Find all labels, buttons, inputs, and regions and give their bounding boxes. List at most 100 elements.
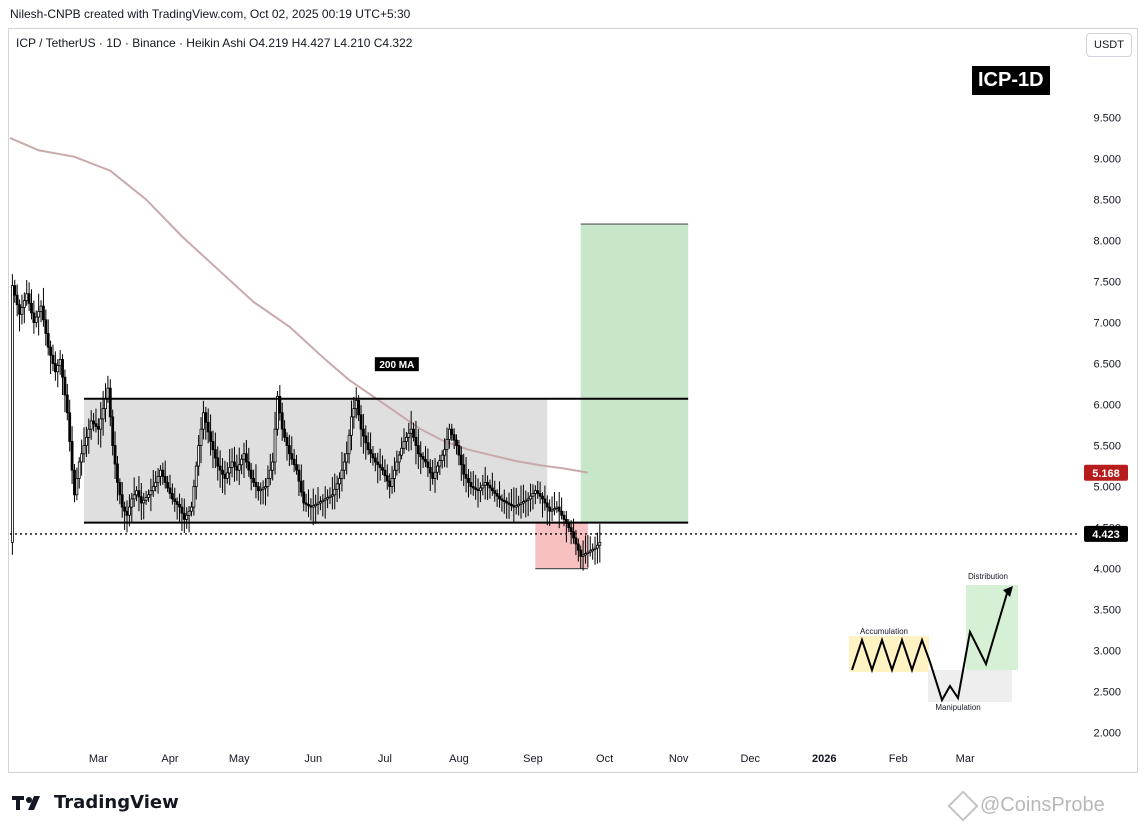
candle-body bbox=[447, 428, 451, 440]
candle-body bbox=[567, 523, 571, 529]
candle-body bbox=[142, 499, 146, 504]
x-tick-label: Jun bbox=[304, 753, 322, 765]
candle-body bbox=[443, 449, 446, 456]
candle-body bbox=[569, 527, 573, 533]
x-tick-label: Sep bbox=[523, 753, 543, 765]
candle-body bbox=[56, 365, 60, 373]
candle-body bbox=[101, 408, 105, 420]
candle-body bbox=[555, 506, 559, 509]
candle-body bbox=[166, 482, 170, 489]
candle-body bbox=[371, 453, 375, 459]
candle-body bbox=[469, 482, 473, 487]
candle-body bbox=[373, 457, 377, 463]
candle-body bbox=[61, 359, 64, 378]
x-tick-label: May bbox=[229, 753, 250, 765]
candle-body bbox=[32, 312, 36, 323]
y-tick-label: 6.500 bbox=[1093, 359, 1121, 371]
candle-body bbox=[354, 400, 358, 410]
candle-body bbox=[488, 484, 492, 489]
target-box bbox=[580, 224, 689, 523]
candle-body bbox=[397, 454, 401, 463]
candle-body bbox=[135, 490, 138, 496]
candle-body bbox=[247, 461, 251, 471]
candle-body bbox=[326, 497, 329, 500]
candle-body bbox=[440, 454, 444, 462]
accumulation-label: Accumulation bbox=[860, 627, 908, 636]
candle-body bbox=[53, 363, 57, 373]
candle-body bbox=[493, 490, 497, 494]
watermark-text: @CoinsProbe bbox=[980, 794, 1105, 816]
candle-body bbox=[271, 461, 275, 471]
candle-body bbox=[209, 431, 212, 442]
candle-body bbox=[20, 307, 24, 315]
candle-body bbox=[22, 300, 26, 308]
x-tick-label: Aug bbox=[449, 753, 469, 765]
candle-body bbox=[280, 412, 284, 430]
candle-body bbox=[240, 458, 244, 466]
candle-body bbox=[584, 553, 587, 556]
y-tick-label: 2.000 bbox=[1093, 728, 1121, 740]
candle-body bbox=[44, 319, 48, 334]
y-tick-label: 3.500 bbox=[1093, 605, 1121, 617]
distribution-label: Distribution bbox=[968, 572, 1008, 581]
candle-body bbox=[400, 447, 404, 456]
candle-body bbox=[364, 435, 368, 444]
candle-body bbox=[593, 547, 597, 550]
candle-body bbox=[89, 420, 93, 430]
candle-body bbox=[156, 475, 160, 483]
candle-body bbox=[197, 445, 201, 467]
candle-body bbox=[309, 505, 313, 508]
candle-body bbox=[450, 428, 454, 436]
candle-body bbox=[538, 493, 542, 497]
candle-body bbox=[586, 551, 590, 554]
candle-body bbox=[436, 465, 439, 473]
candle-body bbox=[471, 486, 475, 489]
candle-body bbox=[311, 505, 315, 508]
candle-body bbox=[137, 490, 141, 498]
candle-body bbox=[548, 506, 552, 512]
candle-body bbox=[350, 416, 353, 436]
candle-body bbox=[357, 400, 361, 416]
candle-body bbox=[77, 461, 81, 479]
candle-body bbox=[159, 469, 162, 477]
x-tick-label: 2026 bbox=[812, 753, 836, 765]
tradingview-icon bbox=[12, 795, 40, 810]
coinsprobe-icon bbox=[947, 789, 979, 822]
candle-body bbox=[202, 412, 205, 430]
candle-body bbox=[541, 495, 544, 500]
candle-body bbox=[495, 493, 499, 497]
candle-body bbox=[486, 482, 489, 486]
candle-body bbox=[543, 498, 547, 504]
candle-body bbox=[130, 498, 134, 508]
creator-line: Nilesh-CNPB created with TradingView.com… bbox=[10, 7, 411, 21]
candle-body bbox=[185, 514, 189, 520]
candle-body bbox=[75, 477, 79, 496]
y-tick-label: 2.500 bbox=[1093, 687, 1121, 699]
candle-body bbox=[206, 421, 210, 433]
candle-body bbox=[221, 469, 224, 475]
candle-body bbox=[154, 482, 158, 487]
candle-body bbox=[104, 397, 107, 410]
manipulation-label: Manipulation bbox=[935, 703, 980, 712]
candle-body bbox=[588, 550, 592, 553]
x-tick-label: Apr bbox=[161, 753, 178, 765]
candle-body bbox=[452, 434, 456, 441]
candle-body bbox=[462, 464, 466, 475]
tradingview-wordmark: TradingView bbox=[54, 792, 179, 813]
candle-body bbox=[34, 316, 38, 323]
y-tick-label: 6.000 bbox=[1093, 400, 1121, 412]
candle-body bbox=[125, 510, 129, 516]
x-tick-label: Jul bbox=[378, 753, 392, 765]
candle-body bbox=[579, 549, 583, 557]
candle-body bbox=[13, 285, 17, 296]
candle-body bbox=[302, 491, 306, 504]
candle-body bbox=[127, 506, 131, 516]
candle-body bbox=[390, 477, 394, 487]
candle-body bbox=[328, 495, 332, 498]
candle-body bbox=[211, 441, 215, 451]
candle-body bbox=[65, 394, 69, 414]
candle-body bbox=[529, 495, 532, 500]
currency-button[interactable]: USDT bbox=[1086, 33, 1132, 57]
candle-body bbox=[292, 458, 296, 466]
chart-frame bbox=[8, 28, 1138, 773]
